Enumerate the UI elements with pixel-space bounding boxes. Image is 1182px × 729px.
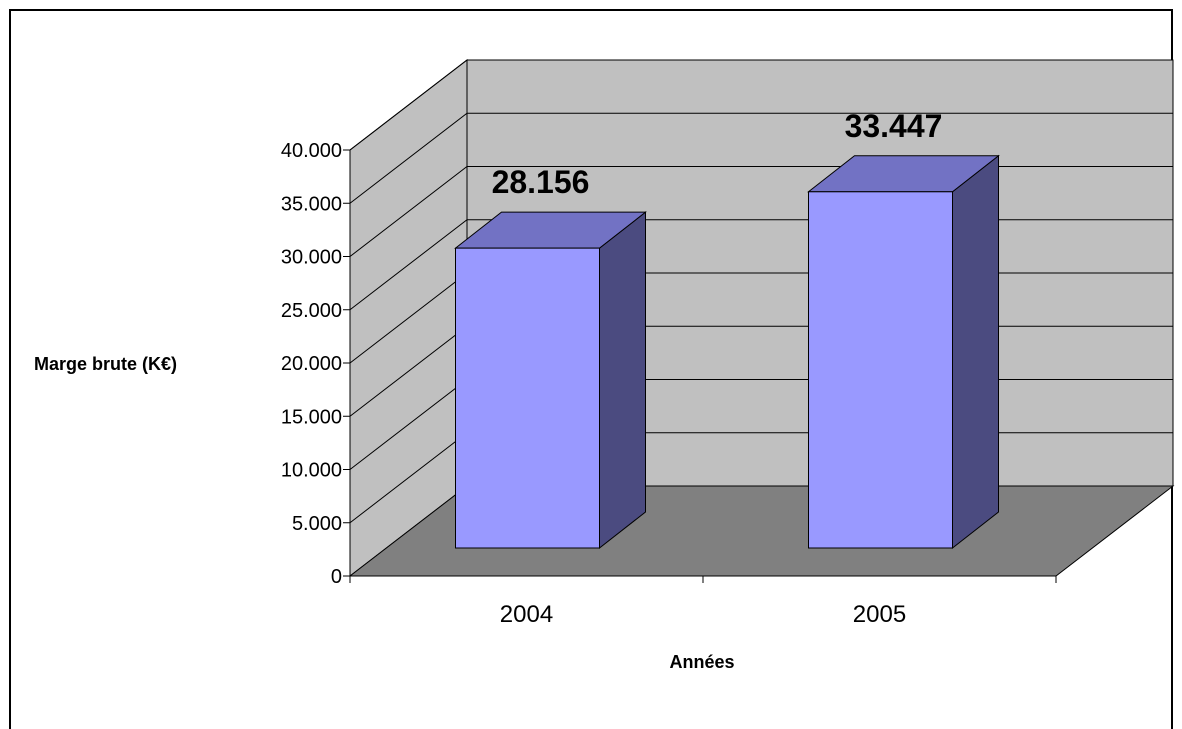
data-label: 33.447 [845, 108, 943, 144]
y-tick-label: 0 [331, 566, 342, 588]
y-tick-label: 5.000 [292, 513, 342, 535]
y-tick-label: 40.000 [281, 140, 342, 162]
bar-2005 [807, 154, 1000, 550]
y-tick-labels: 0 5.000 10.000 15.000 20.000 25.000 30.000 35.0… [281, 140, 342, 588]
x-tick-label: 2005 [853, 601, 906, 628]
bars [454, 154, 1000, 550]
y-tick-label: 25.000 [281, 300, 342, 322]
y-tick-label: 30.000 [281, 247, 342, 269]
bar-2004 [454, 211, 647, 550]
bar-side [952, 154, 999, 550]
bar-side [599, 211, 646, 550]
y-tick-label: 10.000 [281, 460, 342, 482]
y-tick-label: 15.000 [281, 406, 342, 428]
y-tick-label: 20.000 [281, 353, 342, 375]
x-tick-label: 2004 [500, 601, 553, 628]
bar-front [455, 247, 600, 549]
x-axis-title: Années [669, 652, 734, 672]
y-axis-title: Marge brute (K€) [34, 354, 177, 374]
y-tick-label: 35.000 [281, 193, 342, 215]
data-label: 28.156 [492, 164, 590, 200]
gridline [349, 112, 1173, 204]
bar-front [808, 191, 953, 549]
x-tick-labels: 2004 2005 [500, 601, 906, 628]
gridline [349, 59, 1173, 151]
axes [343, 149, 1057, 583]
data-labels: 28.156 33.447 [492, 108, 943, 200]
